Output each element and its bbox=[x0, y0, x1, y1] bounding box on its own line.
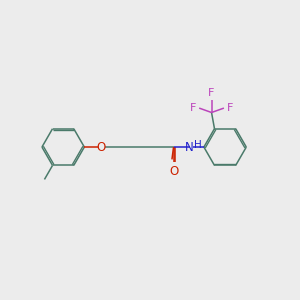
Text: H: H bbox=[194, 140, 202, 150]
Text: N: N bbox=[185, 141, 194, 154]
Text: F: F bbox=[208, 88, 215, 98]
Text: O: O bbox=[97, 141, 106, 154]
Text: O: O bbox=[169, 165, 178, 178]
Text: F: F bbox=[227, 103, 233, 113]
Text: F: F bbox=[190, 103, 196, 113]
